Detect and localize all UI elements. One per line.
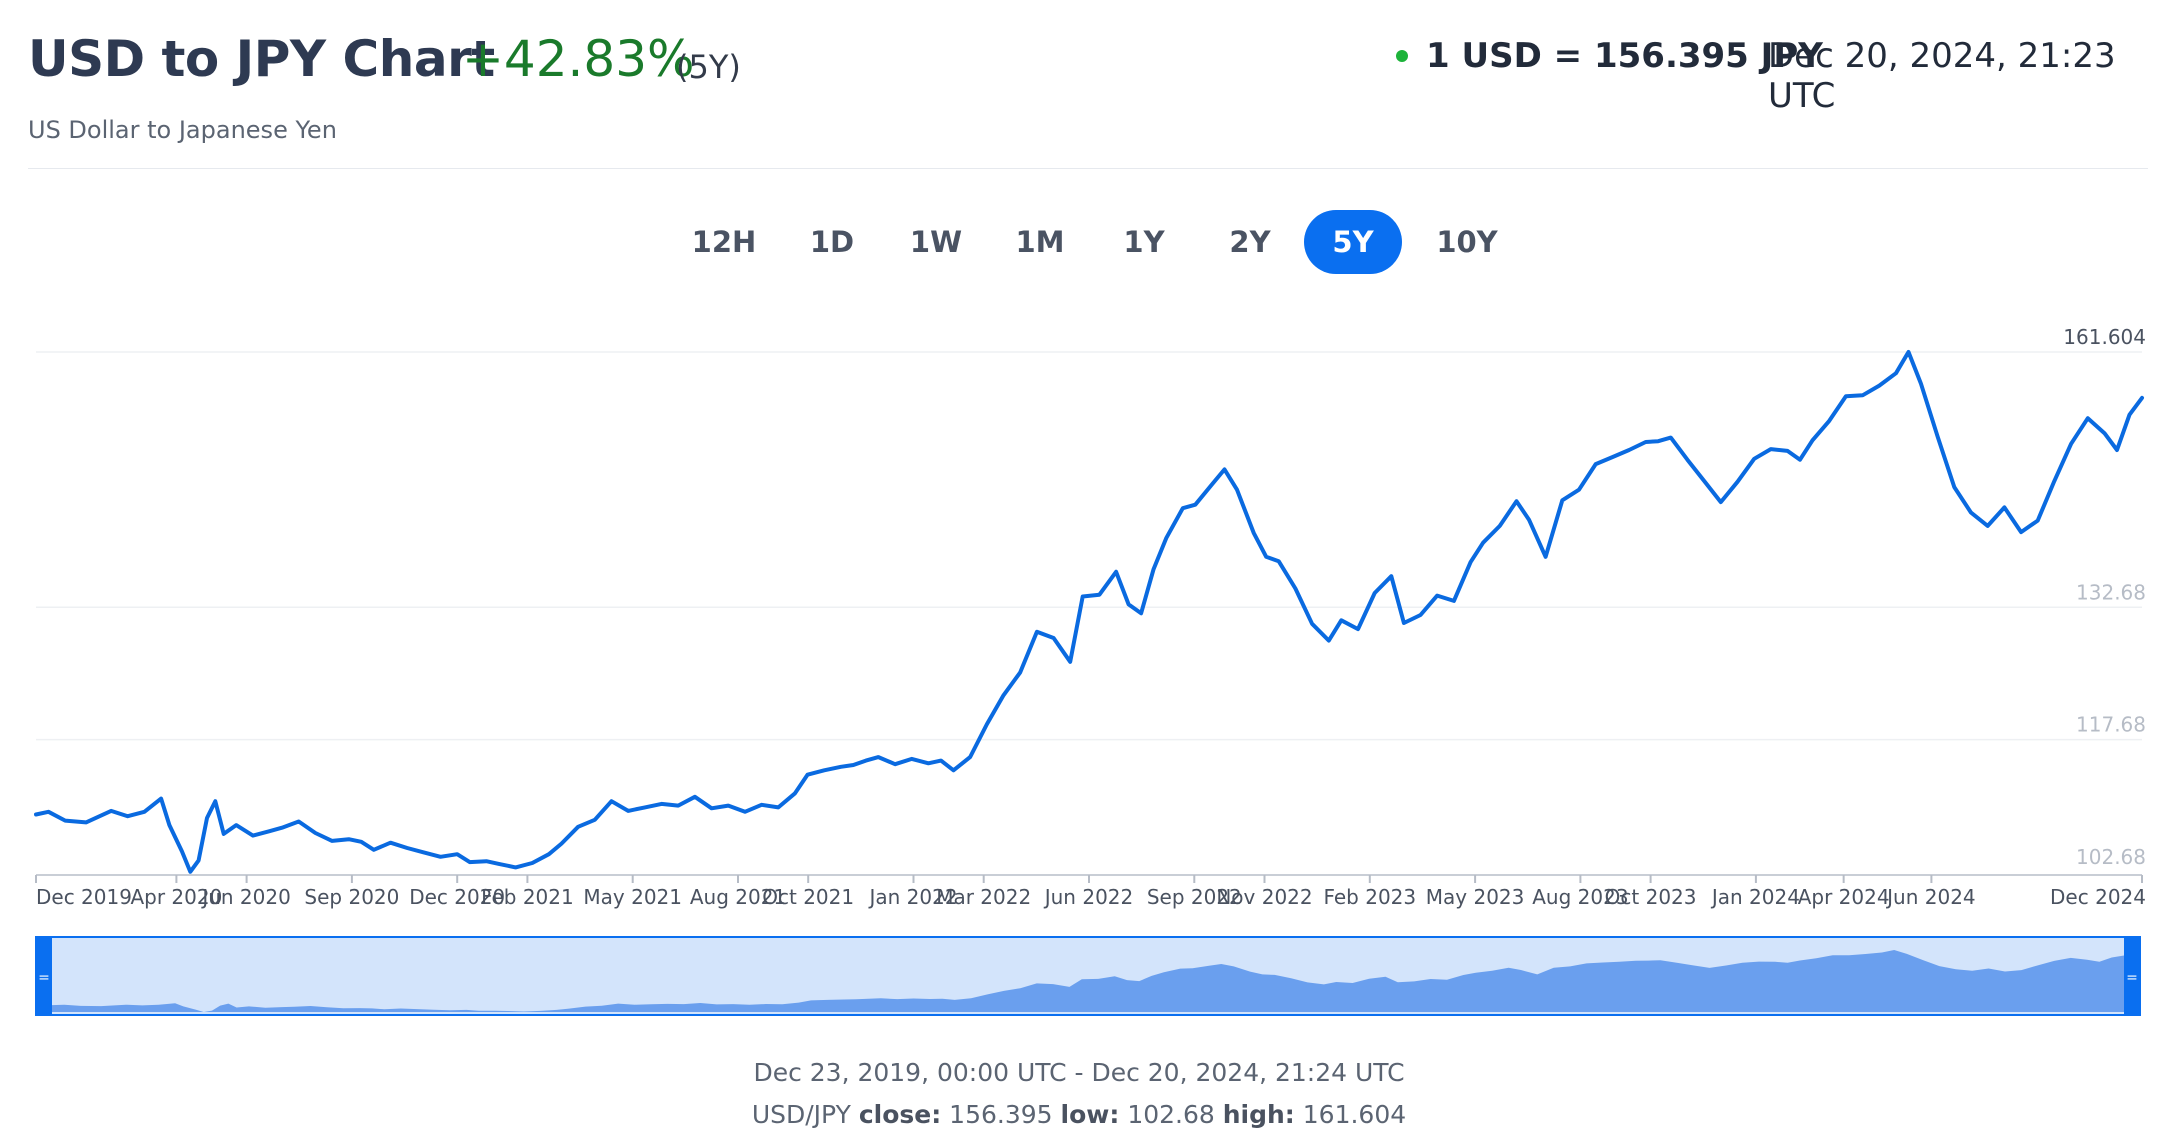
price-line — [34, 350, 2144, 874]
x-tick-label: Nov 2022 — [1216, 885, 1312, 909]
period-label: (5Y) — [676, 48, 741, 86]
percent-change: +42.83% — [462, 30, 695, 88]
x-tick-label: Mar 2022 — [936, 885, 1031, 909]
x-tick-label: Aug 2023 — [1532, 885, 1628, 909]
y-tick-label: 161.604 — [2063, 325, 2146, 349]
pair-subtitle: US Dollar to Japanese Yen — [28, 116, 337, 144]
high-label: high: — [1222, 1100, 1295, 1129]
x-tick-label: Apr 2024 — [1798, 885, 1890, 909]
header-divider — [28, 168, 2148, 169]
navigator-area — [52, 950, 2124, 1012]
current-rate: 1 USD = 156.395 JPY — [1426, 36, 1823, 76]
x-tick-label: Dec 2024 — [2050, 885, 2146, 909]
x-tick-label: Apr 2020 — [130, 885, 222, 909]
x-tick-label: Jun 2020 — [200, 885, 291, 909]
x-tick-label: Oct 2023 — [1605, 885, 1697, 909]
x-tick-label: Jan 2024 — [1710, 885, 1800, 909]
x-tick-label: Jan 2022 — [867, 885, 957, 909]
navigator-left-handle[interactable] — [36, 937, 52, 1015]
page-title: USD to JPY Chart — [28, 30, 495, 88]
tab-1d[interactable]: 1D — [809, 225, 855, 259]
live-status-dot-icon — [1396, 50, 1408, 62]
x-tick-label: Sep 2020 — [304, 885, 399, 909]
x-tick-label: Dec 2019 — [36, 885, 132, 909]
right-grip-icon: = — [2126, 970, 2138, 986]
x-tick-label: May 2021 — [583, 885, 682, 909]
tab-5y[interactable]: 5Y — [1304, 210, 1402, 274]
low-label: low: — [1060, 1100, 1120, 1129]
tab-1m[interactable]: 1M — [1015, 225, 1065, 259]
close-label: close: — [858, 1100, 942, 1129]
x-tick-label: Feb 2023 — [1323, 885, 1416, 909]
pair-label: USD/JPY — [751, 1100, 851, 1129]
low-value: 102.68 — [1127, 1100, 1215, 1129]
left-grip-icon: = — [38, 970, 50, 986]
high-value: 161.604 — [1302, 1100, 1407, 1129]
range-tabs: 12H 1D 1W 1M 1Y 2Y 5Y 10Y — [0, 210, 2158, 274]
grid-lines — [36, 351, 2142, 741]
tab-10y[interactable]: 10Y — [1436, 225, 1498, 259]
x-tick-label: May 2023 — [1426, 885, 1525, 909]
navigator-right-handle[interactable] — [2124, 937, 2140, 1015]
date-range: Dec 23, 2019, 00:00 UTC - Dec 20, 2024, … — [753, 1058, 1405, 1087]
y-tick-label: 102.68 — [2076, 845, 2146, 869]
x-tick-label: Jun 2022 — [1043, 885, 1134, 909]
tab-2y[interactable]: 2Y — [1229, 225, 1271, 259]
x-tick-label: Feb 2021 — [481, 885, 574, 909]
x-tick-label: Sep 2022 — [1147, 885, 1242, 909]
y-axis: 161.604 132.68 117.68 102.68 — [2063, 325, 2146, 869]
x-tick-label: Aug 2021 — [690, 885, 786, 909]
y-tick-label: 117.68 — [2076, 713, 2146, 737]
tab-1y[interactable]: 1Y — [1123, 225, 1165, 259]
range-navigator[interactable]: = = — [35, 936, 2141, 1016]
tab-1w[interactable]: 1W — [909, 225, 963, 259]
x-tick-label: Oct 2021 — [762, 885, 854, 909]
rate-timestamp: Dec 20, 2024, 21:23 UTC — [1768, 36, 2116, 116]
ohlc-summary: USD/JPY close: 156.395 low: 102.68 high:… — [0, 1100, 2158, 1129]
tab-12h[interactable]: 12H — [691, 225, 757, 259]
close-value: 156.395 — [949, 1100, 1053, 1129]
x-tick-label: Jun 2024 — [1885, 885, 1976, 909]
y-tick-label: 132.68 — [2076, 580, 2146, 604]
x-tick-label: Dec 2020 — [409, 885, 505, 909]
